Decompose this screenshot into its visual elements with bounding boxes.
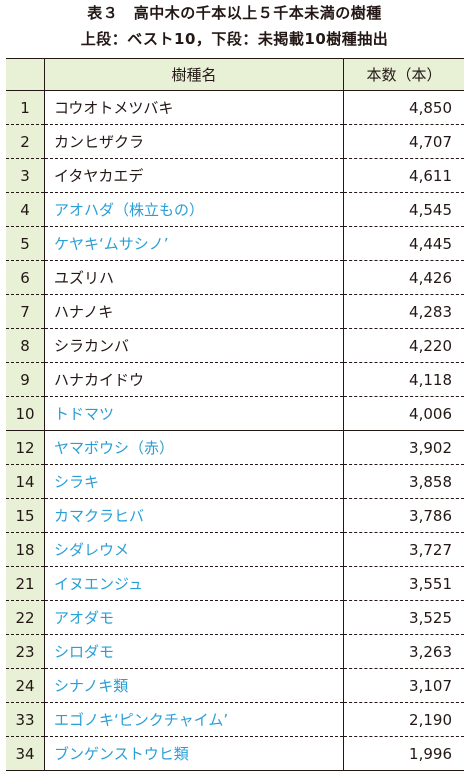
row-species-name: コウオトメツバキ (44, 90, 344, 125)
row-rank: 2 (6, 124, 45, 159)
table-row: 5 ケヤキ‘ムサシノ’ 4,445 (6, 226, 464, 261)
table-row: 12 ヤマボウシ（赤） 3,902 (6, 430, 464, 465)
header-rank (6, 58, 45, 91)
header-count: 本数（本） (343, 58, 464, 91)
header-species-name: 樹種名 (44, 58, 344, 91)
row-rank: 4 (6, 192, 45, 227)
table-row: 24 シナノキ類 3,107 (6, 668, 464, 703)
row-count: 4,426 (343, 260, 464, 295)
table-row: 18 シダレウメ 3,727 (6, 532, 464, 567)
row-rank: 6 (6, 260, 45, 295)
row-count: 3,858 (343, 464, 464, 499)
row-species-name: イヌエンジュ (44, 566, 344, 601)
table-title: 表３ 高中木の千本以上５千本未満の樹種 (87, 4, 382, 22)
row-rank: 23 (6, 634, 45, 669)
row-count: 3,551 (343, 566, 464, 601)
row-species-name: シラキ (44, 464, 344, 499)
row-species-name: ハナノキ (44, 294, 344, 329)
row-count: 1,996 (343, 736, 464, 771)
row-count: 4,445 (343, 226, 464, 261)
row-rank: 1 (6, 90, 45, 125)
row-rank: 9 (6, 362, 45, 397)
row-rank: 10 (6, 396, 45, 431)
row-rank: 21 (6, 566, 45, 601)
table-row: 4 アオハダ（株立もの） 4,545 (6, 192, 464, 227)
table-row: 21 イヌエンジュ 3,551 (6, 566, 464, 601)
row-count: 2,190 (343, 702, 464, 737)
row-rank: 3 (6, 158, 45, 193)
row-species-name: カンヒザクラ (44, 124, 344, 159)
row-rank: 33 (6, 702, 45, 737)
row-rank: 7 (6, 294, 45, 329)
row-count: 3,107 (343, 668, 464, 703)
row-species-name: カマクラヒバ (44, 498, 344, 533)
table-row: 34 ブンゲンストウヒ類 1,996 (6, 736, 464, 771)
table-subtitle: 上段：ベスト10，下段：未掲載10樹種抽出 (80, 30, 389, 48)
row-rank: 8 (6, 328, 45, 363)
row-count: 3,727 (343, 532, 464, 567)
row-count: 4,611 (343, 158, 464, 193)
table-row: 33 エゴノキ‘ピンクチャイム’ 2,190 (6, 702, 464, 737)
row-rank: 14 (6, 464, 45, 499)
row-count: 4,118 (343, 362, 464, 397)
table-row: 22 アオダモ 3,525 (6, 600, 464, 635)
table-row: 7 ハナノキ 4,283 (6, 294, 464, 329)
row-count: 4,283 (343, 294, 464, 329)
row-count: 4,707 (343, 124, 464, 159)
row-count: 4,850 (343, 90, 464, 125)
row-species-name: シロダモ (44, 634, 344, 669)
row-count: 3,525 (343, 600, 464, 635)
table-row: 1 コウオトメツバキ 4,850 (6, 90, 464, 125)
row-rank: 5 (6, 226, 45, 261)
table-row: 6 ユズリハ 4,426 (6, 260, 464, 295)
table-row: 15 カマクラヒバ 3,786 (6, 498, 464, 533)
row-species-name: アオハダ（株立もの） (44, 192, 344, 227)
row-count: 4,006 (343, 396, 464, 431)
table-row: 2 カンヒザクラ 4,707 (6, 124, 464, 159)
row-count: 3,786 (343, 498, 464, 533)
row-species-name: ケヤキ‘ムサシノ’ (44, 226, 344, 261)
table-row: 23 シロダモ 3,263 (6, 634, 464, 669)
tree-species-table: 樹種名 本数（本） 1 コウオトメツバキ 4,850 2 カンヒザクラ 4,707 3 イタヤ… (6, 58, 464, 771)
table-header-row: 樹種名 本数（本） (6, 58, 464, 91)
row-count: 3,902 (343, 430, 464, 465)
row-rank: 12 (6, 430, 45, 465)
row-rank: 24 (6, 668, 45, 703)
row-species-name: ヤマボウシ（赤） (44, 430, 344, 465)
row-rank: 22 (6, 600, 45, 635)
row-species-name: シナノキ類 (44, 668, 344, 703)
row-species-name: シダレウメ (44, 532, 344, 567)
row-species-name: アオダモ (44, 600, 344, 635)
table-row: 9 ハナカイドウ 4,118 (6, 362, 464, 397)
row-species-name: ブンゲンストウヒ類 (44, 736, 344, 771)
row-count: 4,220 (343, 328, 464, 363)
row-rank: 15 (6, 498, 45, 533)
row-rank: 18 (6, 532, 45, 567)
row-species-name: ハナカイドウ (44, 362, 344, 397)
table-row: 10 トドマツ 4,006 (6, 396, 464, 431)
row-species-name: トドマツ (44, 396, 344, 431)
table-row: 3 イタヤカエデ 4,611 (6, 158, 464, 193)
table-row: 8 シラカンバ 4,220 (6, 328, 464, 363)
row-species-name: イタヤカエデ (44, 158, 344, 193)
row-count: 3,263 (343, 634, 464, 669)
row-species-name: エゴノキ‘ピンクチャイム’ (44, 702, 344, 737)
row-rank: 34 (6, 736, 45, 771)
row-count: 4,545 (343, 192, 464, 227)
row-species-name: シラカンバ (44, 328, 344, 363)
row-species-name: ユズリハ (44, 260, 344, 295)
table-row: 14 シラキ 3,858 (6, 464, 464, 499)
